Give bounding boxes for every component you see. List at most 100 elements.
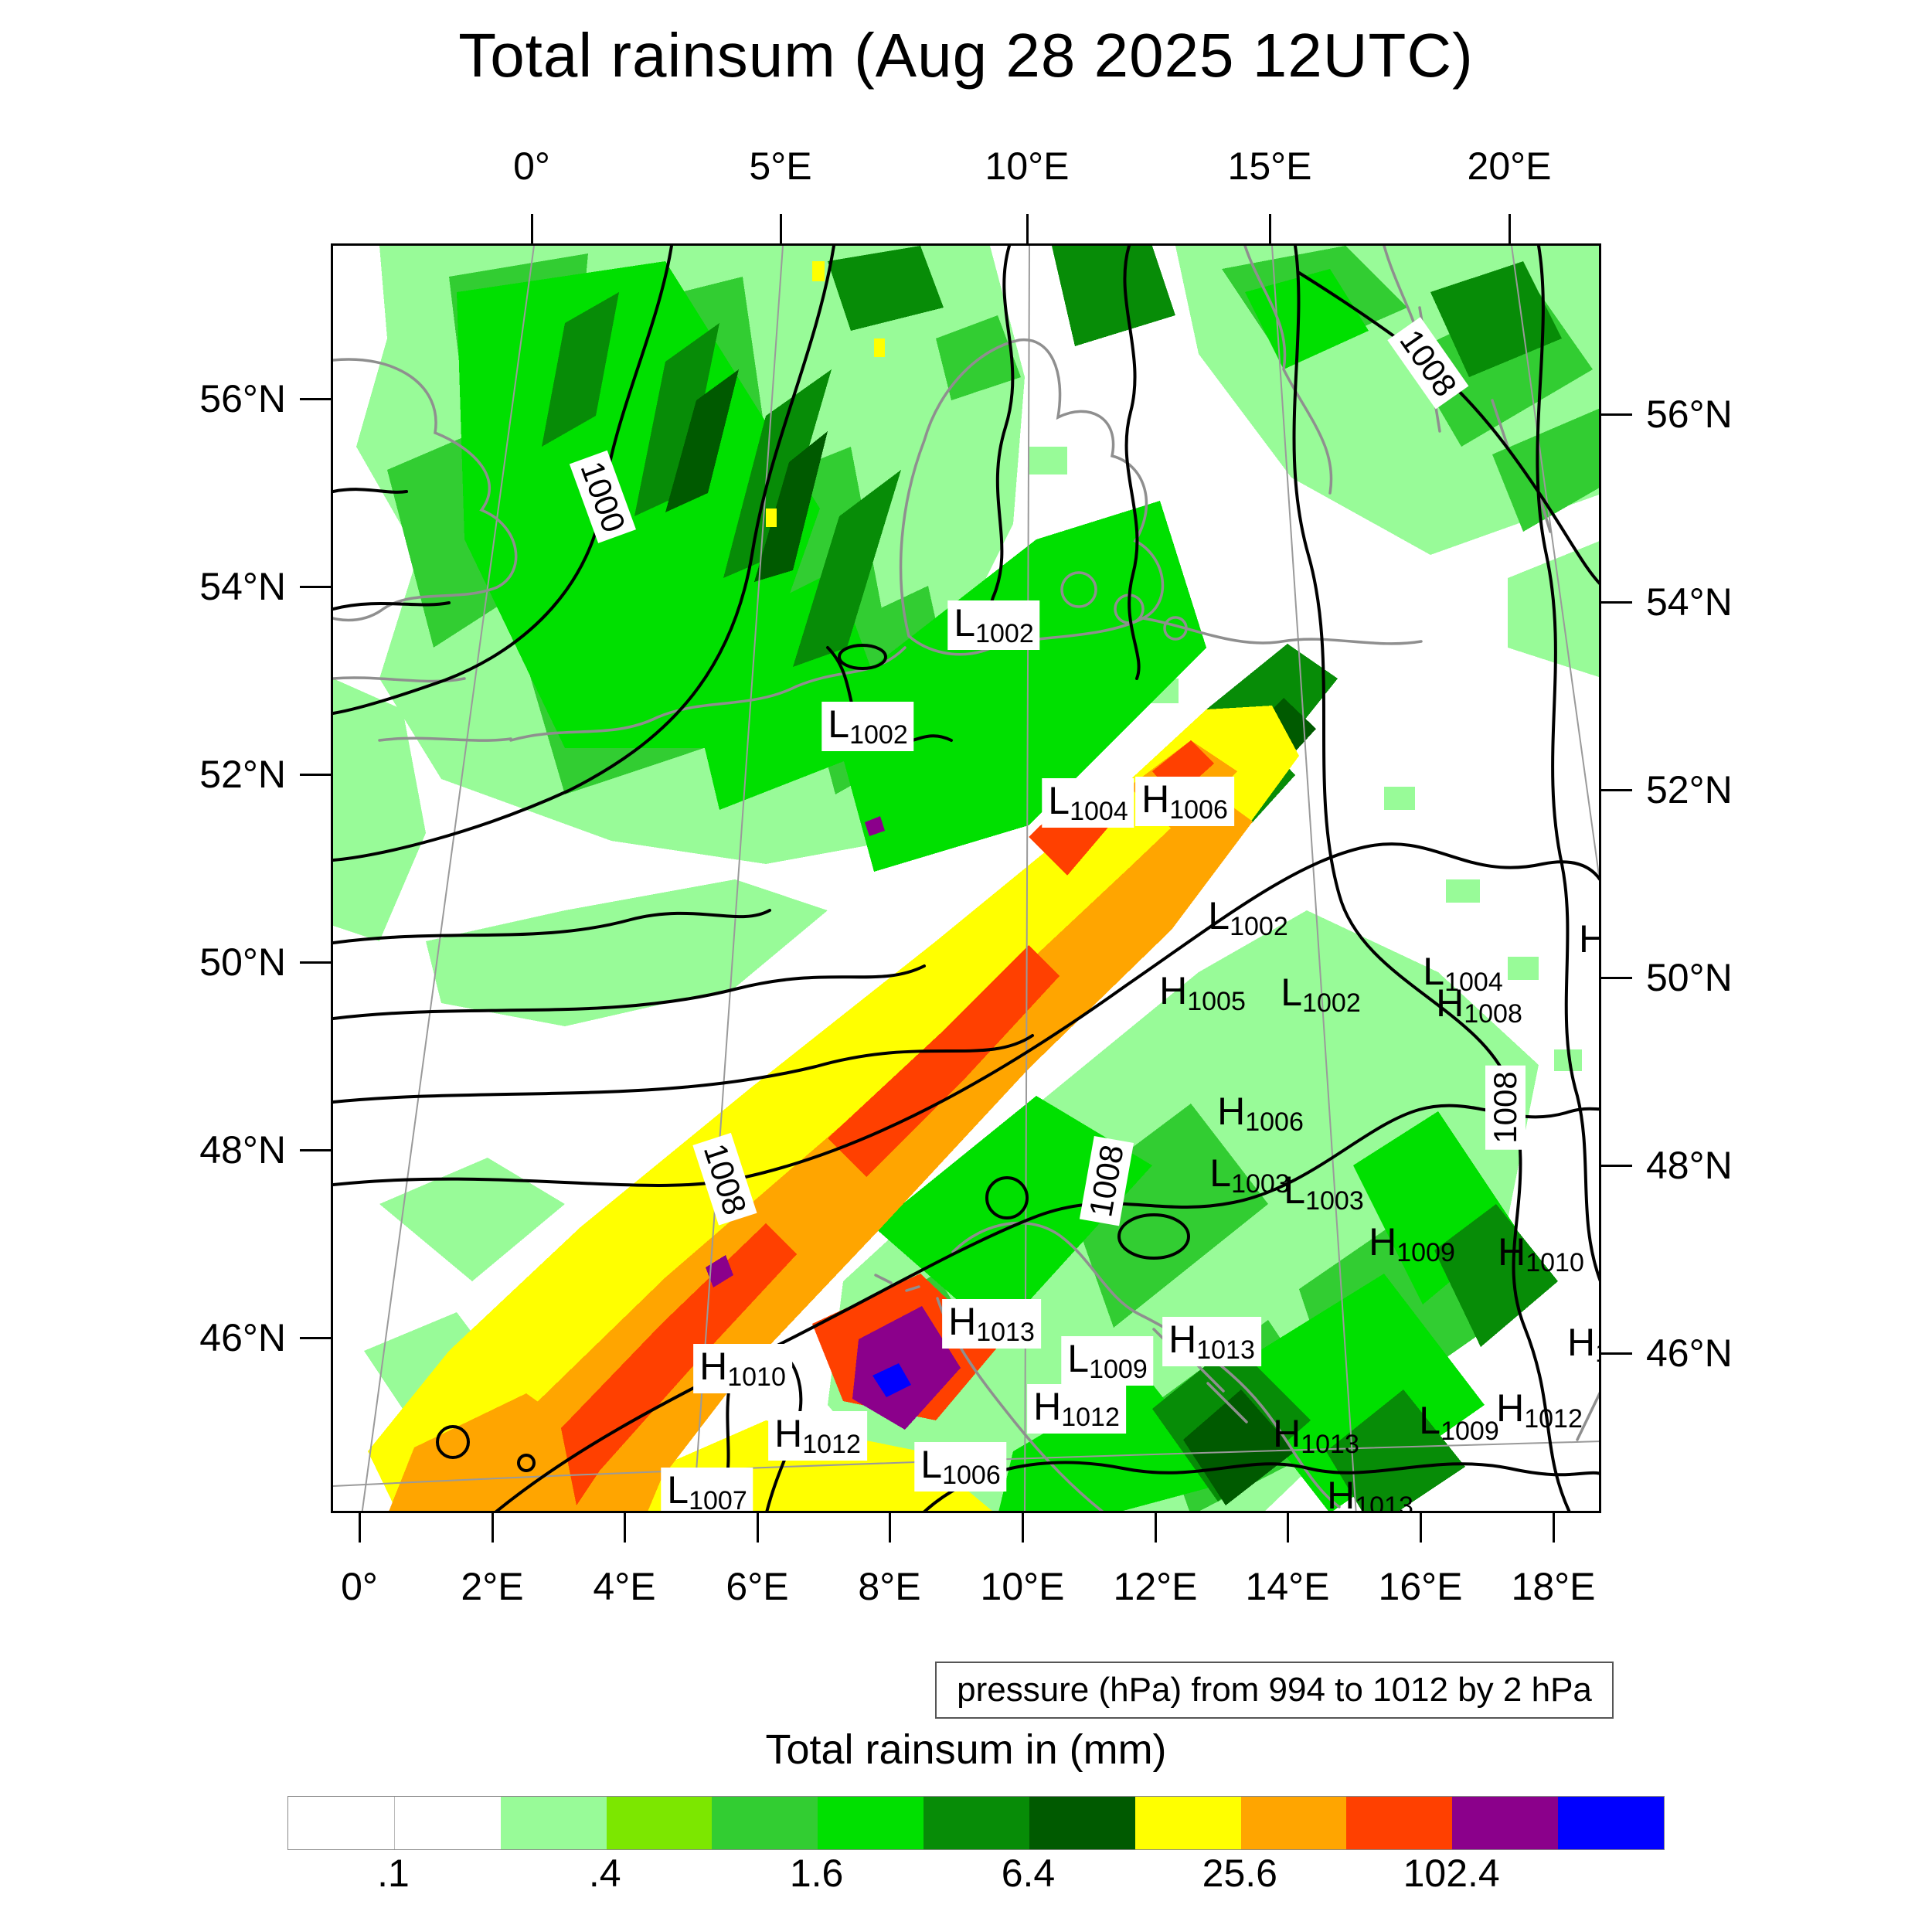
- pressure-caption: pressure (hPa) from 994 to 1012 by 2 hPa: [935, 1662, 1614, 1719]
- colorbar-cell: [818, 1797, 924, 1849]
- bottom-axis-tick-label: 18°E: [1511, 1565, 1596, 1608]
- colorbar-cell: [1134, 1797, 1241, 1849]
- top-axis-tick-label: 20°E: [1467, 145, 1552, 188]
- pressure-system-h1013: H 1013: [1327, 1474, 1413, 1513]
- bottom-axis-tick: [889, 1513, 891, 1543]
- pressure-system-h1013: H 1013: [1273, 1412, 1359, 1459]
- pressure-system-l1007: L 1007: [661, 1468, 753, 1511]
- pressure-system-l1003: L 1003: [1209, 1151, 1290, 1199]
- pressure-system-h1012: H 1012: [1496, 1386, 1583, 1434]
- right-axis-tick-label: 46°N: [1646, 1332, 1733, 1375]
- top-axis-tick-label: 15°E: [1227, 145, 1312, 188]
- bottom-axis-tick: [359, 1513, 361, 1543]
- pressure-system-l1002: L 1002: [947, 600, 1040, 650]
- bottom-axis-tick-label: 0°: [341, 1565, 378, 1608]
- colorbar-cell: [606, 1797, 713, 1849]
- colorbar-cell: [1346, 1797, 1453, 1849]
- colorbar-tick-label: 102.4: [1403, 1852, 1500, 1895]
- pressure-system-l1006: L 1006: [914, 1442, 1007, 1492]
- pressure-system-l1002: L 1002: [821, 702, 914, 751]
- bottom-axis-tick: [624, 1513, 626, 1543]
- colorbar-tick-label: .1: [377, 1852, 410, 1895]
- pressure-system-h1005: H 1005: [1159, 969, 1246, 1016]
- pressure-system-h1006: H 1006: [1135, 777, 1234, 826]
- bottom-axis-tick: [757, 1513, 759, 1543]
- colorbar-cell: [500, 1797, 607, 1849]
- pressure-system-l1004: L 1004: [1042, 778, 1134, 828]
- pressure-system-h1013: H 1013: [1162, 1317, 1261, 1366]
- right-axis-tick-label: 54°N: [1646, 580, 1733, 624]
- top-axis-tick-label: 5°E: [749, 145, 812, 188]
- left-axis-tick: [300, 1149, 331, 1151]
- bottom-axis-tick-label: 8°E: [858, 1565, 921, 1608]
- left-axis-tick-label: 54°N: [199, 565, 286, 608]
- colorbar-tick-label: 1.6: [789, 1852, 844, 1895]
- graticule-lines: [333, 246, 1599, 1511]
- pressure-system-l1009: L 1009: [1419, 1399, 1499, 1446]
- top-axis-tick: [780, 214, 782, 243]
- top-axis-tick: [1509, 214, 1511, 243]
- contour-label-1008: 1008: [1485, 1065, 1526, 1150]
- colorbar-cell: [288, 1797, 395, 1849]
- pressure-system-h1008: H 1008: [1436, 981, 1522, 1029]
- colorbar-cell: [1240, 1797, 1347, 1849]
- rainfall-raster-layer: [333, 246, 1599, 1511]
- right-axis-tick: [1601, 601, 1632, 604]
- left-axis-tick: [300, 961, 331, 964]
- top-axis-tick: [531, 214, 533, 243]
- bottom-axis-tick-label: 12°E: [1113, 1565, 1198, 1608]
- pressure-system-h1013: H 1013: [942, 1299, 1041, 1349]
- right-axis-tick-label: 52°N: [1646, 768, 1733, 811]
- right-axis-tick: [1601, 977, 1632, 979]
- page-title: Total rainsum (Aug 28 2025 12UTC): [458, 21, 1474, 90]
- pressure-system-h1012: H 1012: [768, 1411, 867, 1461]
- bottom-axis-tick-label: 6°E: [726, 1565, 789, 1608]
- top-axis-tick-label: 0°: [513, 145, 550, 188]
- pressure-system-h1012: H 1012: [1027, 1384, 1126, 1434]
- colorbar: [287, 1796, 1665, 1850]
- bottom-axis-tick: [1155, 1513, 1157, 1543]
- pressure-system-h1009: H 1009: [1369, 1220, 1455, 1267]
- colorbar-tick-label: 25.6: [1202, 1852, 1277, 1895]
- bottom-axis-tick: [1022, 1513, 1024, 1543]
- pressure-system-h: H: [1579, 920, 1599, 958]
- pressure-system-h10: H10: [1567, 1321, 1599, 1366]
- left-axis-tick-label: 48°N: [199, 1128, 286, 1172]
- bottom-axis-tick-label: 2°E: [461, 1565, 524, 1608]
- left-axis-tick: [300, 1337, 331, 1339]
- right-axis-tick-label: 48°N: [1646, 1144, 1733, 1187]
- colorbar-tick-label: 6.4: [1001, 1852, 1056, 1895]
- top-axis-tick: [1269, 214, 1271, 243]
- bottom-axis-tick-label: 4°E: [593, 1565, 656, 1608]
- bottom-axis-tick: [1553, 1513, 1555, 1543]
- colorbar-cell: [1029, 1797, 1135, 1849]
- left-axis-tick: [300, 774, 331, 776]
- pressure-system-l1002: L 1002: [1281, 971, 1361, 1018]
- colorbar-cell: [394, 1797, 501, 1849]
- right-axis-tick: [1601, 789, 1632, 791]
- colorbar-tick-label: .4: [588, 1852, 621, 1895]
- colorbar-cell: [1452, 1797, 1559, 1849]
- colorbar-cell: [923, 1797, 1029, 1849]
- left-axis-tick-label: 56°N: [199, 377, 286, 420]
- left-axis-tick: [300, 586, 331, 588]
- bottom-axis-tick: [1287, 1513, 1289, 1543]
- top-axis-tick-label: 10°E: [985, 145, 1070, 188]
- bottom-axis-tick: [1420, 1513, 1422, 1543]
- bottom-axis-tick-label: 10°E: [980, 1565, 1065, 1608]
- right-axis-tick: [1601, 413, 1632, 416]
- colorbar-cell: [1558, 1797, 1664, 1849]
- right-axis-tick: [1601, 1352, 1632, 1355]
- bottom-axis-tick: [492, 1513, 494, 1543]
- left-axis-tick-label: 50°N: [199, 940, 286, 984]
- pressure-system-h1010: H 1010: [693, 1344, 792, 1393]
- left-axis-tick-label: 52°N: [199, 753, 286, 796]
- pressure-system-h1006: H 1006: [1217, 1090, 1304, 1137]
- legend-title: Total rainsum in (mm): [765, 1726, 1167, 1773]
- bottom-axis-tick-label: 16°E: [1378, 1565, 1463, 1608]
- map-plot-area: L 1002 L 1002 L 1004 H 1006 L 1002 H 1005 L 1002 L 1004…: [331, 243, 1601, 1513]
- pressure-system-l1002: L 1002: [1208, 894, 1288, 941]
- right-axis-tick: [1601, 1165, 1632, 1167]
- left-axis-tick-label: 46°N: [199, 1316, 286, 1359]
- colorbar-cell: [712, 1797, 818, 1849]
